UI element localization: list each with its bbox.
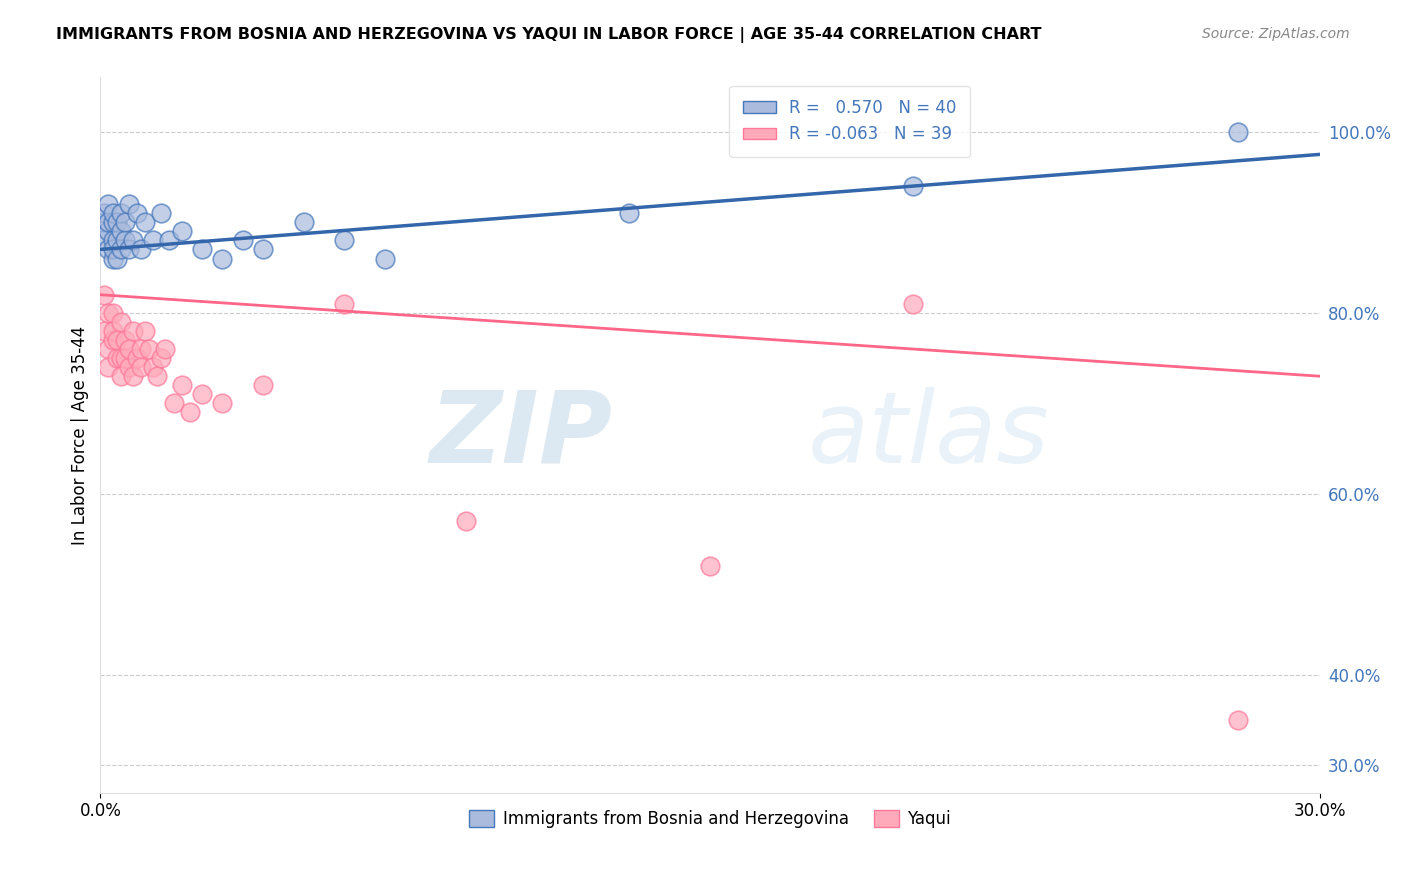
Point <box>114 333 136 347</box>
Point <box>101 234 124 248</box>
Text: Source: ZipAtlas.com: Source: ZipAtlas.com <box>1202 27 1350 41</box>
Point <box>142 234 165 248</box>
Point <box>252 243 274 257</box>
Point <box>105 351 128 365</box>
Point <box>1227 713 1250 727</box>
Point <box>121 369 143 384</box>
Point <box>110 315 132 329</box>
Point <box>114 351 136 365</box>
Point <box>101 206 124 220</box>
Point <box>97 306 120 320</box>
Point <box>1227 125 1250 139</box>
Point <box>110 243 132 257</box>
Point <box>150 351 173 365</box>
Point <box>374 252 396 266</box>
Point <box>699 559 721 574</box>
Point <box>101 252 124 266</box>
Point <box>134 215 156 229</box>
Point <box>105 234 128 248</box>
Text: atlas: atlas <box>807 386 1049 483</box>
Point <box>101 324 124 338</box>
Point <box>159 234 181 248</box>
Point <box>110 369 132 384</box>
Point <box>617 206 640 220</box>
Point <box>97 197 120 211</box>
Point <box>292 215 315 229</box>
Point <box>138 342 160 356</box>
Point <box>170 378 193 392</box>
Point <box>162 396 184 410</box>
Point <box>333 234 356 248</box>
Legend: Immigrants from Bosnia and Herzegovina, Yaqui: Immigrants from Bosnia and Herzegovina, … <box>463 803 957 834</box>
Point <box>333 297 356 311</box>
Point <box>118 342 141 356</box>
Point <box>110 224 132 238</box>
Point <box>97 243 120 257</box>
Point <box>129 342 152 356</box>
Text: ZIP: ZIP <box>429 386 613 483</box>
Point <box>93 234 115 248</box>
Point <box>211 252 233 266</box>
Point <box>142 360 165 375</box>
Point <box>105 215 128 229</box>
Text: IMMIGRANTS FROM BOSNIA AND HERZEGOVINA VS YAQUI IN LABOR FORCE | AGE 35-44 CORRE: IMMIGRANTS FROM BOSNIA AND HERZEGOVINA V… <box>56 27 1042 43</box>
Point <box>105 252 128 266</box>
Point <box>97 360 120 375</box>
Point <box>93 324 115 338</box>
Point <box>118 197 141 211</box>
Point <box>155 342 177 356</box>
Point <box>97 215 120 229</box>
Point <box>118 243 141 257</box>
Point <box>110 351 132 365</box>
Point <box>456 514 478 528</box>
Point <box>903 179 925 194</box>
Point <box>179 405 201 419</box>
Point <box>93 215 115 229</box>
Point <box>150 206 173 220</box>
Y-axis label: In Labor Force | Age 35-44: In Labor Force | Age 35-44 <box>72 326 89 545</box>
Point <box>191 387 214 401</box>
Point <box>101 215 124 229</box>
Point <box>93 287 115 301</box>
Point <box>93 206 115 220</box>
Point <box>191 243 214 257</box>
Point <box>211 396 233 410</box>
Point <box>121 234 143 248</box>
Point <box>146 369 169 384</box>
Point <box>105 333 128 347</box>
Point <box>114 234 136 248</box>
Point <box>903 297 925 311</box>
Point <box>101 243 124 257</box>
Point <box>170 224 193 238</box>
Point <box>252 378 274 392</box>
Point <box>232 234 254 248</box>
Point <box>125 206 148 220</box>
Point <box>97 224 120 238</box>
Point <box>97 342 120 356</box>
Point <box>129 243 152 257</box>
Point <box>114 215 136 229</box>
Point <box>110 206 132 220</box>
Point <box>134 324 156 338</box>
Point <box>121 324 143 338</box>
Point <box>129 360 152 375</box>
Point <box>101 333 124 347</box>
Point <box>101 306 124 320</box>
Point <box>118 360 141 375</box>
Point <box>125 351 148 365</box>
